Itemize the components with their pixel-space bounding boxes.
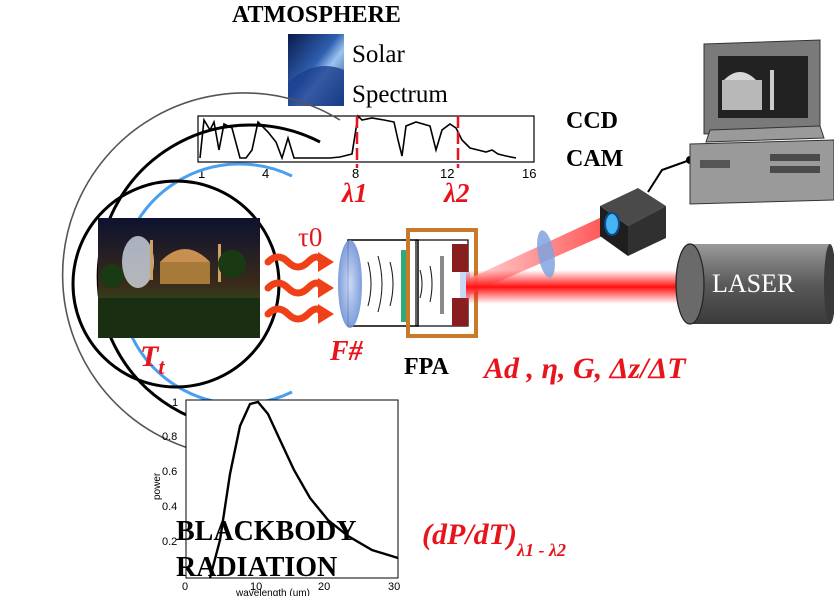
spectrum-tick-1: 1 bbox=[198, 166, 205, 181]
bb-ytick-0.2: 0.2 bbox=[162, 536, 177, 548]
target-night-photo bbox=[98, 218, 260, 338]
bb-ytick-0.4: 0.4 bbox=[162, 501, 177, 513]
bb-ytick-0.6: 0.6 bbox=[162, 466, 177, 478]
solar-spectrum-curve bbox=[199, 114, 517, 161]
blackbody-title-line1: BLACKBODY bbox=[176, 516, 356, 547]
spectrum-tick-8: 8 bbox=[352, 166, 359, 181]
bb-ytick-1: 1 bbox=[172, 397, 178, 409]
ccd-camera bbox=[600, 188, 666, 256]
detector-params-label: Ad , η, G, Δz/ΔT bbox=[482, 352, 687, 385]
laser-beam bbox=[466, 270, 688, 304]
bb-xtick-10: 10 bbox=[250, 581, 262, 593]
blackbody-curve bbox=[208, 400, 399, 579]
laser-device bbox=[675, 243, 834, 325]
radiation-arrows bbox=[264, 253, 326, 323]
ccd-label-line1: CCD bbox=[566, 108, 618, 134]
laser-label: LASER bbox=[712, 269, 795, 298]
bb-xtick-30: 30 bbox=[388, 581, 400, 593]
blackbody-plot: 1 0.8 0.6 0.4 0.2 power 0 10 20 30 wavel… bbox=[152, 397, 400, 599]
radiation-arrowheads bbox=[318, 252, 334, 324]
fpa-label: FPA bbox=[404, 354, 450, 380]
bb-xtick-20: 20 bbox=[318, 581, 330, 593]
bb-xlabel: wavelength (um) bbox=[235, 588, 310, 596]
atmosphere-title: ATMOSPHERE bbox=[232, 2, 401, 28]
lambda2-label: λ2 bbox=[443, 178, 469, 208]
lambda1-label: λ1 bbox=[341, 178, 367, 208]
bb-ytick-0.8: 0.8 bbox=[162, 431, 177, 443]
objective-lens bbox=[338, 240, 362, 328]
ir-camera bbox=[338, 228, 478, 338]
target-temperature-label: Tt bbox=[140, 340, 165, 379]
computer-tower-icon bbox=[689, 139, 834, 205]
f-number-label: F# bbox=[329, 336, 364, 367]
bb-xtick-0: 0 bbox=[182, 581, 188, 593]
tau-label: τ0 bbox=[298, 222, 322, 252]
earth-icon bbox=[288, 34, 344, 106]
ccd-label-line2: CAM bbox=[566, 146, 623, 172]
spectrum-tick-12: 12 bbox=[440, 166, 454, 181]
ccd-cable bbox=[647, 159, 691, 193]
spectrum-tick-16: 16 bbox=[522, 166, 536, 181]
ccd-lens-icon bbox=[604, 212, 620, 236]
spectrum-tick-4: 4 bbox=[262, 166, 269, 181]
derivative-label: (dP/dT)λ1 - λ2 bbox=[422, 518, 566, 560]
blackbody-title-line2: RADIATION bbox=[176, 552, 337, 583]
spectrum-label: Spectrum bbox=[352, 81, 448, 108]
computer-monitor-icon bbox=[703, 39, 825, 143]
solar-label: Solar bbox=[352, 41, 405, 68]
bb-ylabel: power bbox=[152, 472, 163, 500]
beam-lens bbox=[537, 230, 555, 278]
